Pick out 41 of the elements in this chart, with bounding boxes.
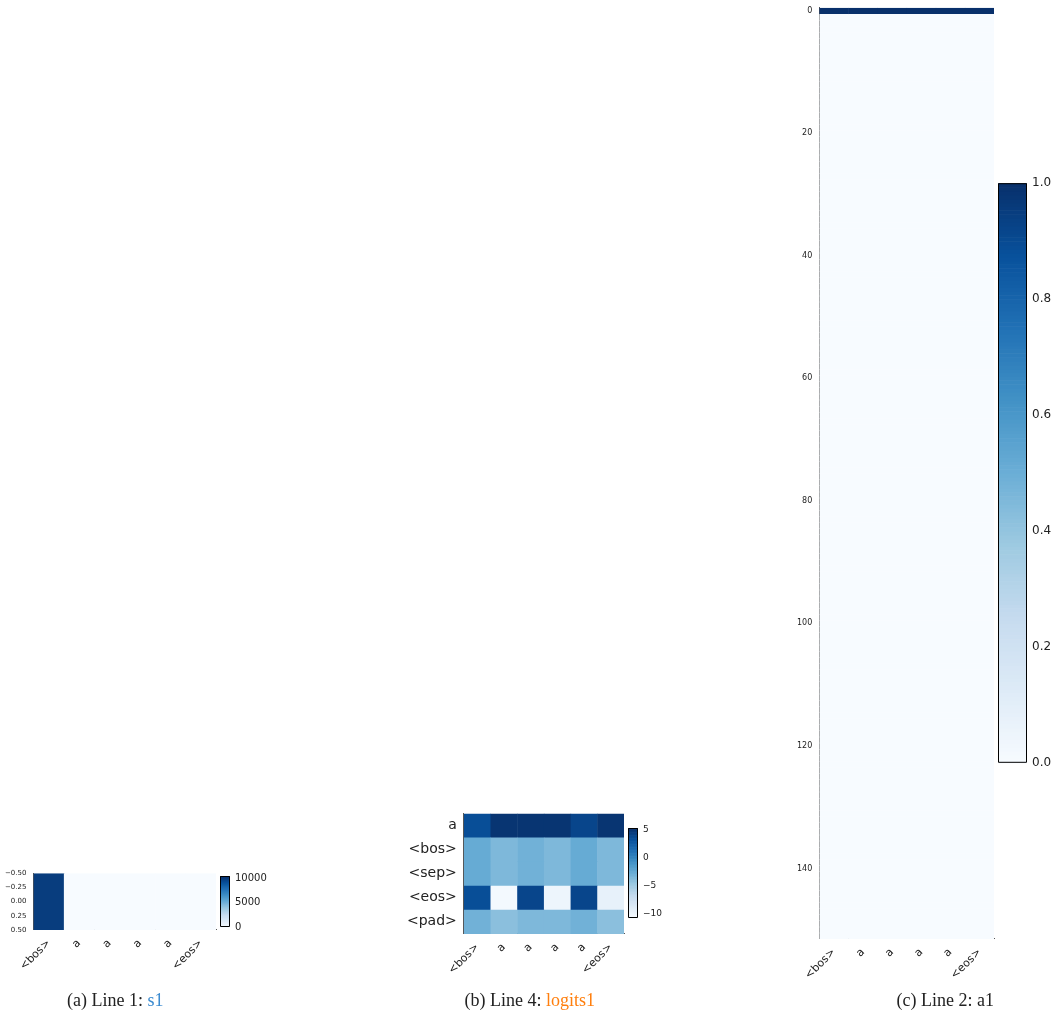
color-bar-label: 0.0: [1032, 754, 1052, 769]
y-tick-label: <pad>: [406, 912, 457, 929]
x-tick-label: a: [940, 945, 955, 960]
color-bar-label: 0: [643, 851, 649, 862]
y-tick-label: a: [448, 816, 457, 833]
y-tick-label: 100: [796, 618, 813, 628]
color-bar-label: 0.4: [1032, 523, 1052, 538]
color-bar-label: 10000: [235, 872, 267, 884]
text: (c) Line 2: a1: [896, 990, 994, 1010]
x-tick-label: a: [911, 945, 926, 960]
y-tick-label: 120: [796, 741, 813, 751]
color-bar-label: 5000: [235, 896, 261, 908]
y-tick-label: 80: [802, 495, 813, 505]
text: (b) Line 4: logits1: [464, 990, 595, 1010]
x-tick-label: a: [882, 945, 897, 960]
color-bar-label: 1.0: [1032, 175, 1052, 190]
x-tick-label: a: [99, 936, 114, 951]
color-bar-label: 0.8: [1032, 291, 1052, 306]
x-tick-label: a: [520, 940, 535, 955]
y-tick-label: <bos>: [408, 840, 457, 857]
color-bar-label: 5: [643, 824, 649, 835]
x-tick-label: a: [130, 936, 145, 951]
color-bar-label: −10: [643, 907, 663, 918]
color-bar-label: 0: [235, 920, 242, 932]
y-tick-label: <eos>: [408, 888, 457, 905]
y-tick-label: 60: [802, 373, 813, 383]
x-tick-label: a: [69, 936, 84, 951]
y-tick-label: 0: [807, 5, 813, 15]
y-tick-label: <sep>: [408, 864, 457, 881]
y-tick-label: 140: [796, 863, 813, 873]
x-tick-label: a: [160, 936, 175, 951]
text: (a) Line 1: s1: [67, 990, 164, 1010]
y-tick-label: 40: [802, 250, 813, 260]
color-bar-label: 0.2: [1032, 639, 1052, 654]
x-tick-label: a: [494, 940, 508, 955]
x-tick-label: a: [574, 940, 589, 955]
x-tick-label: a: [853, 945, 868, 960]
color-bar-label: −5: [643, 879, 657, 890]
color-bar-label: 0.6: [1032, 407, 1052, 422]
y-tick-label: 20: [802, 128, 813, 138]
x-tick-label: a: [547, 940, 562, 955]
